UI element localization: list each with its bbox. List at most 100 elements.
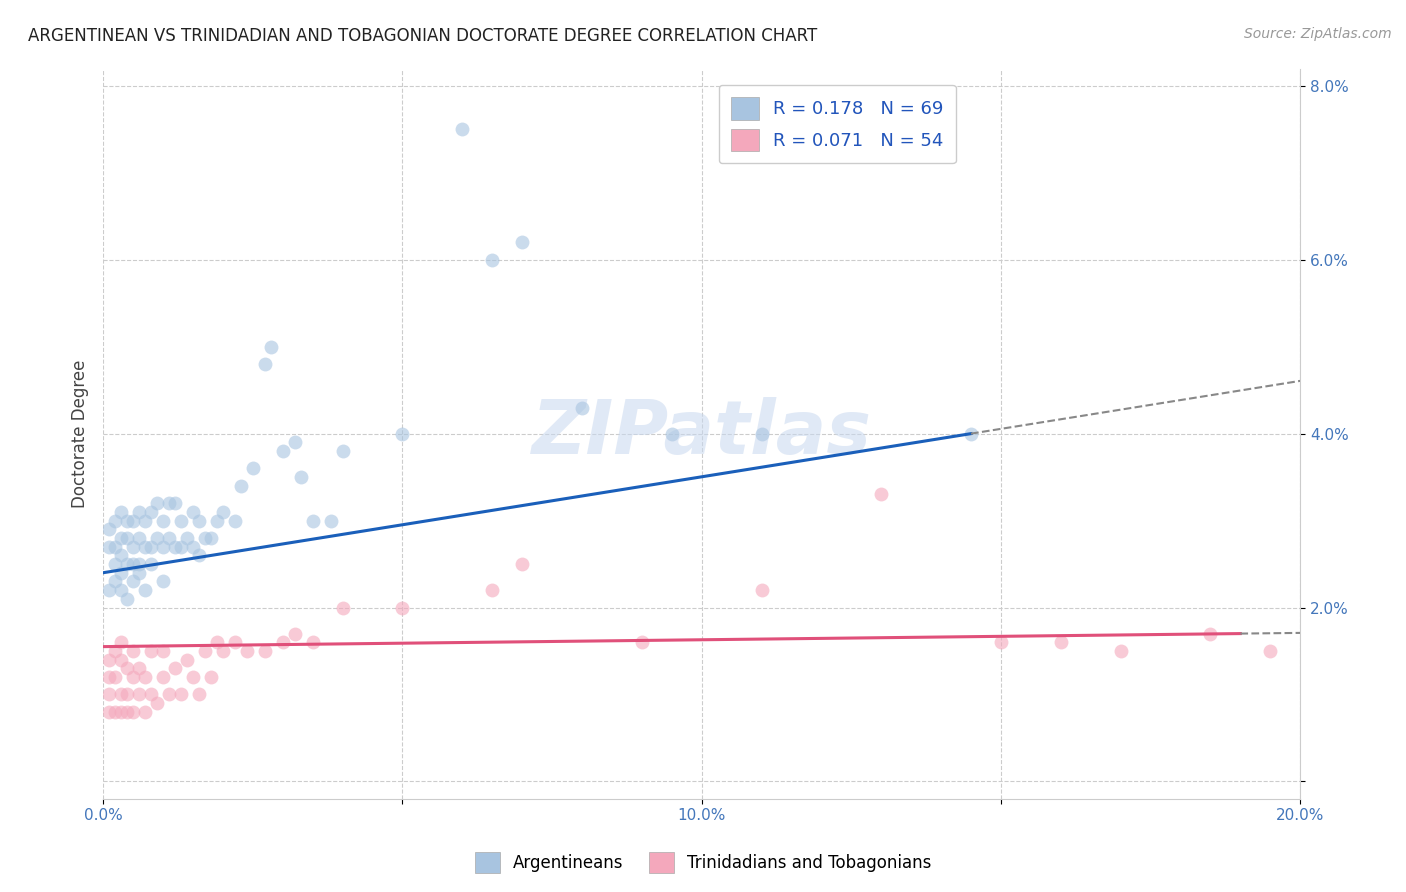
Point: [271, 444, 294, 458]
Point: [960, 426, 983, 441]
Point: [139, 540, 162, 554]
Point: [301, 635, 323, 649]
Point: [990, 635, 1012, 649]
Point: [128, 566, 150, 580]
Point: [110, 531, 132, 545]
Point: [122, 705, 145, 719]
Point: [176, 531, 198, 545]
Point: [104, 557, 127, 571]
Point: [110, 566, 132, 580]
Point: [139, 644, 162, 658]
Point: [319, 514, 342, 528]
Point: [98, 522, 121, 536]
Point: [451, 122, 474, 136]
Point: [98, 705, 121, 719]
Point: [181, 505, 204, 519]
Point: [115, 661, 138, 675]
Point: [157, 688, 180, 702]
Point: [870, 487, 893, 501]
Point: [122, 557, 145, 571]
Point: [157, 496, 180, 510]
Point: [104, 705, 127, 719]
Point: [152, 574, 174, 589]
Point: [630, 635, 652, 649]
Point: [104, 540, 127, 554]
Point: [122, 514, 145, 528]
Point: [134, 540, 156, 554]
Point: [391, 600, 413, 615]
Point: [260, 340, 283, 354]
Point: [200, 670, 222, 684]
Point: [271, 635, 294, 649]
Point: [115, 531, 138, 545]
Point: [122, 670, 145, 684]
Point: [152, 514, 174, 528]
Point: [115, 557, 138, 571]
Point: [128, 688, 150, 702]
Point: [152, 670, 174, 684]
Point: [110, 688, 132, 702]
Point: [139, 688, 162, 702]
Point: [205, 514, 228, 528]
Point: [98, 583, 121, 598]
Point: [122, 644, 145, 658]
Point: [253, 357, 276, 371]
Point: [115, 705, 138, 719]
Point: [122, 540, 145, 554]
Point: [98, 670, 121, 684]
Point: [181, 540, 204, 554]
Point: [236, 644, 259, 658]
Point: [1049, 635, 1071, 649]
Point: [332, 600, 354, 615]
Point: [139, 505, 162, 519]
Point: [157, 531, 180, 545]
Point: [163, 661, 186, 675]
Point: [134, 705, 156, 719]
Point: [110, 653, 132, 667]
Point: [661, 426, 683, 441]
Point: [211, 505, 233, 519]
Point: [128, 661, 150, 675]
Point: [98, 688, 121, 702]
Point: [163, 540, 186, 554]
Point: [110, 705, 132, 719]
Point: [110, 549, 132, 563]
Point: [332, 444, 354, 458]
Point: [98, 540, 121, 554]
Point: [104, 644, 127, 658]
Point: [481, 583, 503, 598]
Point: [229, 479, 252, 493]
Point: [104, 574, 127, 589]
Point: [194, 644, 217, 658]
Text: ZIPatlas: ZIPatlas: [531, 397, 872, 470]
Point: [104, 670, 127, 684]
Point: [301, 514, 323, 528]
Point: [1199, 626, 1222, 640]
Point: [253, 644, 276, 658]
Point: [391, 426, 413, 441]
Point: [134, 583, 156, 598]
Point: [104, 514, 127, 528]
Point: [510, 235, 533, 250]
Point: [224, 514, 246, 528]
Point: [290, 470, 312, 484]
Point: [751, 426, 773, 441]
Point: [128, 531, 150, 545]
Point: [211, 644, 233, 658]
Point: [181, 670, 204, 684]
Point: [146, 696, 169, 710]
Point: [187, 549, 209, 563]
Point: [571, 401, 593, 415]
Point: [1258, 644, 1281, 658]
Point: [146, 496, 169, 510]
Point: [170, 688, 193, 702]
Point: [122, 574, 145, 589]
Point: [163, 496, 186, 510]
Point: [110, 635, 132, 649]
Point: [146, 531, 169, 545]
Point: [481, 252, 503, 267]
Point: [170, 514, 193, 528]
Point: [200, 531, 222, 545]
Point: [510, 557, 533, 571]
Point: [187, 514, 209, 528]
